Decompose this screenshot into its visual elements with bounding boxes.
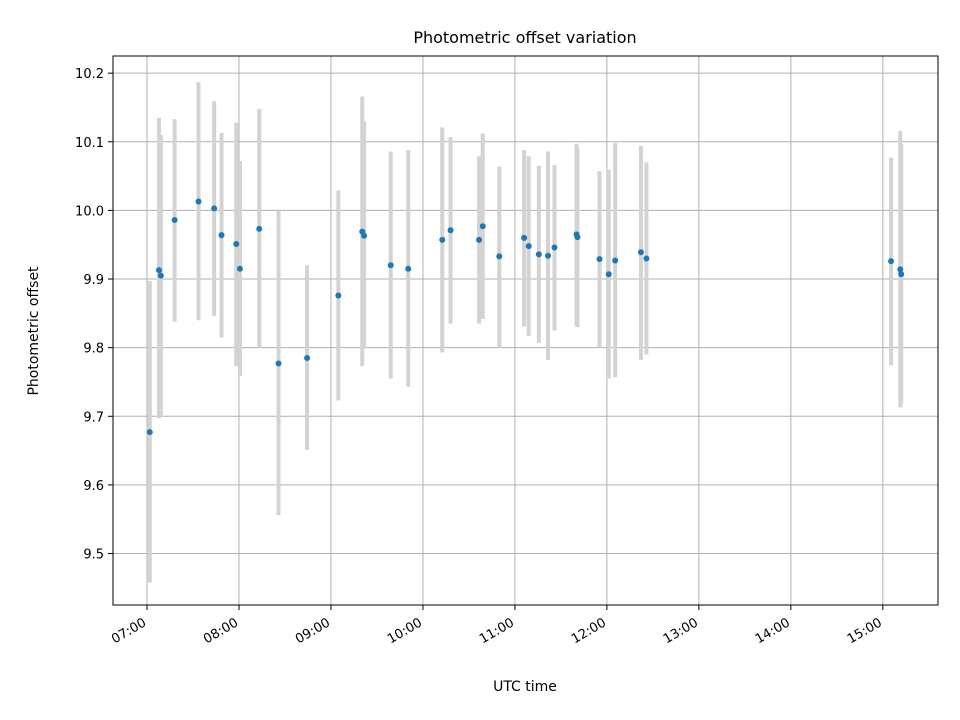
data-point xyxy=(304,354,311,361)
data-point xyxy=(888,258,895,265)
y-tick-label: 9.7 xyxy=(83,410,104,425)
data-point xyxy=(545,252,552,259)
y-axis-label: Photometric offset xyxy=(26,266,42,396)
data-point xyxy=(195,198,202,205)
data-point xyxy=(525,243,532,250)
data-point xyxy=(218,232,225,239)
data-point xyxy=(574,234,581,241)
y-tick-label: 9.9 xyxy=(83,273,104,288)
y-tick-label: 9.6 xyxy=(83,479,104,494)
data-point xyxy=(275,360,282,367)
data-point xyxy=(361,232,368,239)
x-axis-label: UTC time xyxy=(493,679,557,695)
data-point xyxy=(535,251,542,258)
chart-title: Photometric offset variation xyxy=(413,28,636,47)
y-tick-label: 9.5 xyxy=(83,548,104,563)
y-tick-label: 10.0 xyxy=(75,204,104,219)
data-point xyxy=(146,429,153,436)
data-point xyxy=(476,236,483,243)
data-point xyxy=(157,272,164,279)
data-point xyxy=(637,249,644,256)
data-point xyxy=(405,265,412,272)
data-point xyxy=(171,217,178,224)
data-point xyxy=(551,244,558,251)
y-axis-ticks: 9.5 9.6 9.7 9.8 9.9 10.0 10.1 10.2 xyxy=(75,67,113,563)
point-layer xyxy=(146,198,905,436)
data-point xyxy=(605,271,612,278)
data-point xyxy=(211,205,218,212)
data-point xyxy=(335,292,342,299)
y-tick-label: 9.8 xyxy=(83,342,104,357)
data-point xyxy=(643,255,650,262)
data-point xyxy=(897,266,904,273)
data-point xyxy=(479,223,486,230)
data-point xyxy=(233,241,240,248)
data-point xyxy=(256,225,263,232)
data-point xyxy=(236,265,243,272)
data-point xyxy=(496,253,503,260)
data-point xyxy=(439,236,446,243)
data-point xyxy=(387,262,394,269)
data-point xyxy=(155,267,162,274)
data-point xyxy=(898,271,905,278)
data-point xyxy=(596,256,603,263)
y-tick-label: 10.2 xyxy=(75,67,104,82)
y-tick-label: 10.1 xyxy=(75,136,104,151)
data-point xyxy=(521,234,528,241)
data-point xyxy=(447,227,454,234)
data-point xyxy=(612,257,619,264)
plot-frame xyxy=(112,55,939,606)
